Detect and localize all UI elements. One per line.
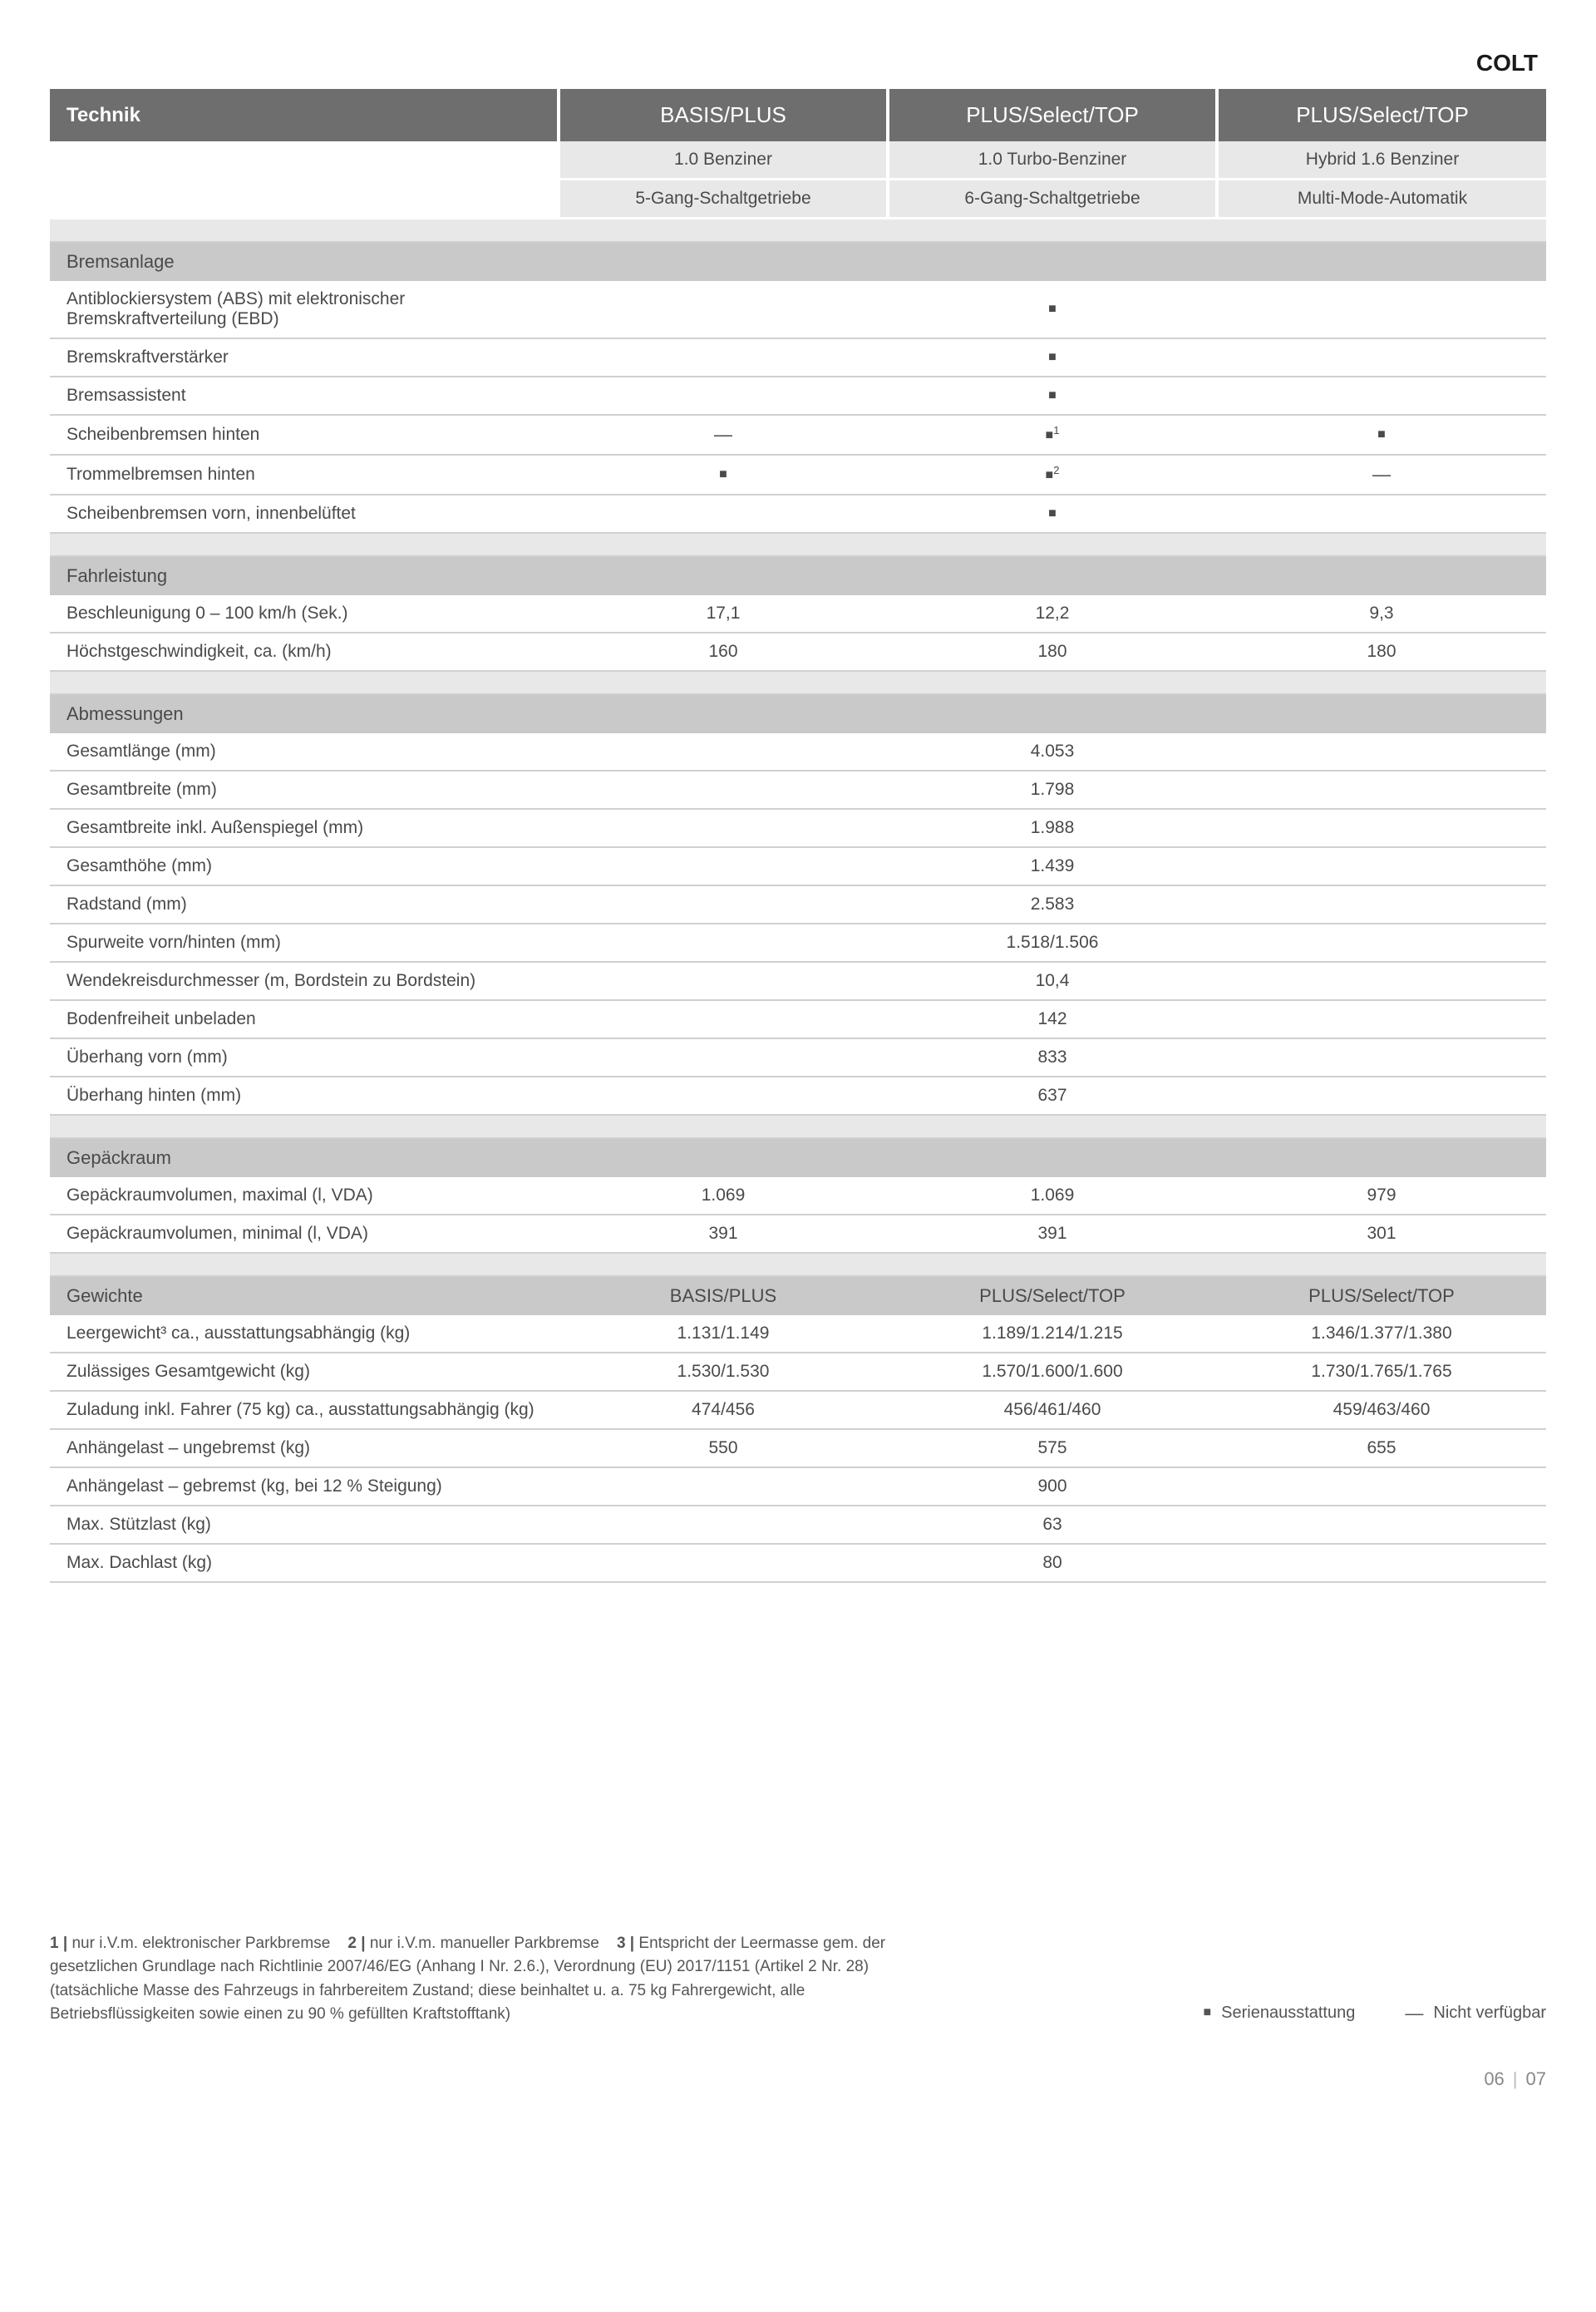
- spec-table: Technik BASIS/PLUS PLUS/Select/TOP PLUS/…: [50, 89, 1546, 1583]
- header-col3: PLUS/Select/TOP: [1217, 89, 1546, 141]
- header-label: Technik: [50, 89, 559, 141]
- row-abs: Antiblockiersystem (ABS) mit elektronisc…: [50, 281, 1546, 338]
- subheader-c1: 1.0 Benziner: [559, 141, 888, 180]
- section-abm: Abmessungen: [50, 694, 1546, 733]
- row-gba: Gesamtbreite inkl. Außenspiegel (mm)1.98…: [50, 809, 1546, 847]
- row-zg: Zulässiges Gesamtgewicht (kg) 1.530/1.53…: [50, 1353, 1546, 1391]
- footnote-sup: 1: [1053, 424, 1059, 436]
- row-hg: Höchstgeschwindigkeit, ca. (km/h) 160 18…: [50, 633, 1546, 671]
- square-icon: ■: [1048, 388, 1057, 403]
- subheader-row-2: 5-Gang-Schaltgetriebe 6-Gang-Schaltgetri…: [50, 180, 1546, 219]
- row-dl: Max. Dachlast (kg)80: [50, 1544, 1546, 1582]
- row-gb: Gesamtbreite (mm)1.798: [50, 771, 1546, 809]
- subheader2-c3: Multi-Mode-Automatik: [1217, 180, 1546, 219]
- square-icon: ■: [1048, 302, 1057, 317]
- square-icon: ■: [1377, 427, 1386, 442]
- row-uv: Überhang vorn (mm)833: [50, 1038, 1546, 1077]
- row-alu: Anhängelast – ungebremst (kg) 550 575 65…: [50, 1429, 1546, 1467]
- subheader-row-1: 1.0 Benziner 1.0 Turbo-Benziner Hybrid 1…: [50, 141, 1546, 180]
- legend-std: ■ Serienausstattung: [1203, 2000, 1355, 2025]
- legend-na: — Nicht verfügbar: [1405, 1999, 1546, 2027]
- square-icon: ■: [719, 467, 727, 482]
- row-sbv: Scheibenbremsen vorn, innenbelüftet ■: [50, 495, 1546, 533]
- footnotes: 1 | nur i.V.m. elektronischer Parkbremse…: [50, 1932, 1546, 2027]
- row-gl: Gesamtlänge (mm)4.053: [50, 733, 1546, 771]
- row-lg: Leergewicht³ ca., ausstattungsabhängig (…: [50, 1315, 1546, 1353]
- row-sbh: Scheibenbremsen hinten — ■1 ■: [50, 415, 1546, 455]
- page-numbers: 06|07: [50, 2068, 1546, 2090]
- square-icon: ■: [1046, 468, 1054, 483]
- row-rs: Radstand (mm)2.583: [50, 885, 1546, 924]
- subheader2-c2: 6-Gang-Schaltgetriebe: [888, 180, 1217, 219]
- footnotes-text: 1 | nur i.V.m. elektronischer Parkbremse…: [50, 1932, 888, 2027]
- legend: ■ Serienausstattung — Nicht verfügbar: [1203, 1999, 1546, 2027]
- header-col2: PLUS/Select/TOP: [888, 89, 1217, 141]
- square-icon: ■: [1046, 428, 1054, 443]
- row-sw: Spurweite vorn/hinten (mm)1.518/1.506: [50, 924, 1546, 962]
- row-alg: Anhängelast – gebremst (kg, bei 12 % Ste…: [50, 1467, 1546, 1506]
- row-tbh: Trommelbremsen hinten ■ ■2 —: [50, 455, 1546, 495]
- dash-icon: —: [1405, 1999, 1423, 2027]
- subheader-c3: Hybrid 1.6 Benziner: [1217, 141, 1546, 180]
- row-besch: Beschleunigung 0 – 100 km/h (Sek.) 17,1 …: [50, 595, 1546, 633]
- subheader2-c1: 5-Gang-Schaltgetriebe: [559, 180, 888, 219]
- section-fahr: Fahrleistung: [50, 556, 1546, 595]
- square-icon: ■: [1048, 350, 1057, 365]
- row-uh: Überhang hinten (mm)637: [50, 1077, 1546, 1115]
- row-wk: Wendekreisdurchmesser (m, Bordstein zu B…: [50, 962, 1546, 1000]
- header-row: Technik BASIS/PLUS PLUS/Select/TOP PLUS/…: [50, 89, 1546, 141]
- header-col1: BASIS/PLUS: [559, 89, 888, 141]
- square-icon: ■: [1048, 506, 1057, 521]
- row-stl: Max. Stützlast (kg)63: [50, 1506, 1546, 1544]
- dash-icon: —: [714, 424, 732, 445]
- footnote-sup: 2: [1053, 464, 1059, 476]
- row-bas: Bremsassistent ■: [50, 377, 1546, 415]
- row-bf: Bodenfreiheit unbeladen142: [50, 1000, 1546, 1038]
- page-title: COLT: [50, 50, 1546, 76]
- dash-icon: —: [1372, 464, 1391, 485]
- row-zul: Zuladung inkl. Fahrer (75 kg) ca., ausst…: [50, 1391, 1546, 1429]
- section-brems: Bremsanlage: [50, 242, 1546, 281]
- square-icon: ■: [1203, 2003, 1211, 2023]
- row-bkv: Bremskraftverstärker ■: [50, 338, 1546, 377]
- row-gvmin: Gepäckraumvolumen, minimal (l, VDA) 391 …: [50, 1215, 1546, 1253]
- subheader-c2: 1.0 Turbo-Benziner: [888, 141, 1217, 180]
- row-gew-header: Gewichte BASIS/PLUS PLUS/Select/TOP PLUS…: [50, 1276, 1546, 1315]
- section-gep: Gepäckraum: [50, 1138, 1546, 1177]
- row-gvmax: Gepäckraumvolumen, maximal (l, VDA) 1.06…: [50, 1177, 1546, 1215]
- row-gh: Gesamthöhe (mm)1.439: [50, 847, 1546, 885]
